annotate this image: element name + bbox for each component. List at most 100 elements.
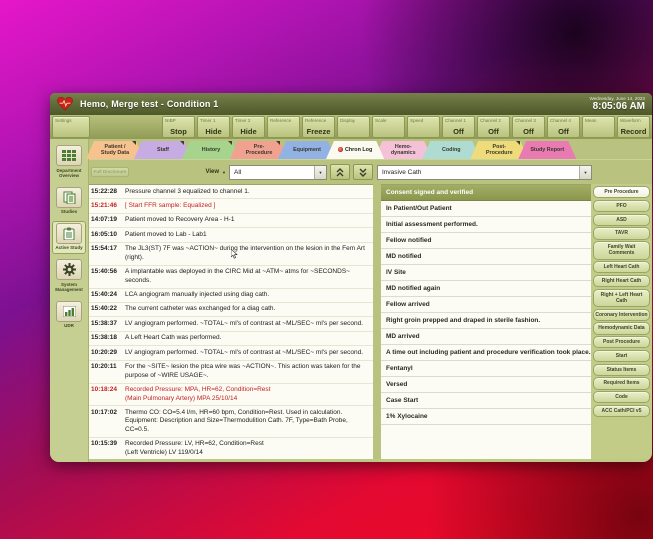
log-entry[interactable]: 15:40:22 The current catheter was exchan… (89, 303, 373, 318)
toolbar-button-timer-2[interactable]: Timer 2 Hide (232, 116, 265, 138)
category-button-pfo[interactable]: PFO (593, 199, 650, 212)
sidebar-item-department-overview[interactable]: Department Overview (52, 143, 86, 182)
full-disclosure-button[interactable]: Full Disclosure (91, 167, 129, 177)
tab-equipment[interactable]: Equipment (278, 141, 336, 159)
quick-entry-fentanyl[interactable]: Fentanyl (381, 361, 591, 377)
gear-icon (56, 259, 82, 280)
log-entry[interactable]: 15:38:37 LV angiogram performed. ~TOTAL~… (89, 317, 373, 332)
tab-study-report[interactable]: Study Report (518, 141, 576, 159)
log-entry[interactable]: 16:05:10 Patient moved to Lab - Lab1 (89, 228, 373, 243)
toolbar-button-reference[interactable]: Reference (267, 116, 300, 138)
collapse-all-button[interactable] (330, 164, 350, 180)
toolbar-button-nibp[interactable]: NIBP Stop (162, 116, 195, 138)
quick-entry-md-notified-again[interactable]: MD notified again (381, 281, 591, 297)
view-filter-select[interactable]: All ▼ (229, 164, 327, 180)
quick-entry-case-start[interactable]: Case Start (381, 393, 591, 409)
category-button-left-heart-cath[interactable]: Left Heart Cath (593, 261, 650, 274)
quick-entry-md-notified[interactable]: MD notified (381, 249, 591, 265)
log-controls-row: Full Disclosure View ▼ All ▼ (89, 159, 652, 184)
category-button-asd[interactable]: ASD (593, 213, 650, 226)
quick-entry-1-xylocaine[interactable]: 1% Xylocaine (381, 409, 591, 425)
toolbar-button-display[interactable]: Display (337, 116, 370, 138)
category-button-right-left-heart-cath[interactable]: Right + Left Heart Cath (593, 288, 650, 307)
toolbar-button-channel-4[interactable]: Channel 4 Off (547, 116, 580, 138)
tab-coding[interactable]: Coding (422, 141, 480, 159)
toolbar-button-channel-2[interactable]: Channel 2 Off (477, 116, 510, 138)
sidebar-item-system-management[interactable]: System Management (52, 257, 86, 296)
expand-all-button[interactable] (353, 164, 373, 180)
chevron-double-down-icon (359, 168, 367, 177)
view-label: View (205, 169, 220, 175)
tab-post[interactable]: Post- Procedure (470, 141, 528, 159)
category-button-start[interactable]: Start (593, 349, 650, 362)
quick-entry-iv-site[interactable]: IV Site (381, 265, 591, 281)
category-button-post-procedure[interactable]: Post Procedure (593, 336, 650, 349)
toolbar-button-speed[interactable]: Speed (407, 116, 440, 138)
log-entry[interactable]: 15:38:18 A Left Heart Cath was performed… (89, 332, 373, 347)
log-entry-time: 14:07:19 (91, 216, 118, 224)
category-button-code[interactable]: Code (593, 391, 650, 404)
quick-entry-md-arrived[interactable]: MD arrived (381, 329, 591, 345)
quick-entry-a-time-out-including-patient-and-procedure-verification-took-place[interactable]: A time out including patient and procedu… (381, 345, 591, 361)
quick-list-select[interactable]: Invasive Cath ▼ (377, 164, 592, 180)
clock: Wednesday, June 14, 2023 8:05:06 AM (589, 96, 645, 112)
log-entry[interactable]: 15:22:28 Pressure channel 3 equalized to… (89, 185, 373, 200)
tab-staff[interactable]: Staff (134, 141, 192, 159)
sidebar-item-udr[interactable]: UDR (52, 299, 86, 332)
log-entry[interactable]: 14:07:19 Patient moved to Recovery Area … (89, 214, 373, 229)
log-entry[interactable]: 10:15:39 Recorded Pressure: LV, HR=62, C… (89, 438, 373, 459)
toolbar-button-mean[interactable]: Mean (582, 116, 615, 138)
quick-entry-in-patient-out-patient[interactable]: In Patient/Out Patient (381, 201, 591, 217)
category-button-coronary-intervention[interactable]: Coronary Intervention (593, 308, 650, 321)
toolbar-button-channel-3[interactable]: Channel 3 Off (512, 116, 545, 138)
log-entry[interactable]: 10:17:02 Thermo CO: CO=5.4 l/m, HR=60 bp… (89, 406, 373, 438)
app-window: Hemo, Merge test - Condition 1 Wednesday… (50, 93, 652, 462)
toolbar-button-waveform[interactable]: Waveform Record (617, 116, 650, 138)
sidebar-item-studies[interactable]: Studies (52, 185, 86, 218)
category-button-hemodynamic-data[interactable]: Hemodynamic Data (593, 322, 650, 335)
log-entry-time: 15:40:24 (91, 291, 118, 298)
quick-entry-consent-signed-and-verified[interactable]: Consent signed and verified (381, 185, 591, 201)
log-entry-time: 15:54:17 (91, 245, 118, 253)
log-entry-time: 10:18:24 (91, 386, 118, 394)
category-button-required-items[interactable]: Required Items (593, 377, 650, 390)
sidebar-item-active-study[interactable]: Active Study (52, 220, 86, 254)
quick-entry-fellow-arrived[interactable]: Fellow arrived (381, 297, 591, 313)
heart-ecg-logo-icon (57, 96, 73, 111)
log-entry-time: 10:20:11 (91, 363, 117, 371)
log-entry[interactable]: 15:54:17 The JL3(ST) 7F was ~ACTION~ dur… (89, 243, 373, 266)
log-entry[interactable]: 10:18:24 Recorded Pressure: MPA, HR=62, … (89, 384, 373, 407)
toolbar-button-timer-1[interactable]: Timer 1 Hide (197, 116, 230, 138)
log-entry[interactable]: 10:20:11 For the ~SITE~ lesion the ptca … (89, 361, 373, 384)
quick-entry-versed[interactable]: Versed (381, 377, 591, 393)
title-bar: Hemo, Merge test - Condition 1 Wednesday… (50, 93, 652, 115)
log-entry[interactable]: 15:21:46 [ Start FFR sample: Equalized ] (89, 199, 373, 214)
toolbar-spacer (92, 116, 160, 138)
log-entry[interactable]: 15:40:24 LCA angiogram manually injected… (89, 289, 373, 303)
log-entry-text: Patient moved to Lab - Lab1 (125, 230, 207, 238)
tab-patient[interactable]: Patient / Study Data (86, 141, 144, 159)
category-button-acc-cath-pci-v5[interactable]: ACC Cath/PCI v5 (593, 404, 650, 417)
toolbar-button-channel-1[interactable]: Channel 1 Off (442, 116, 475, 138)
log-entry[interactable]: 10:20:29 LV angiogram performed. ~TOTAL~… (89, 346, 373, 361)
quick-entry-right-groin-prepped-and-draped-in-sterile-fashion[interactable]: Right groin prepped and draped in steril… (381, 313, 591, 329)
category-button-right-heart-cath[interactable]: Right Heart Cath (593, 274, 650, 287)
category-button-family-wait-comments[interactable]: Family Wait Comments (593, 241, 650, 260)
toolbar-button-scale[interactable]: Scale (372, 116, 405, 138)
settings-button[interactable]: Settings (52, 116, 90, 138)
quick-list-category-buttons: Pre Procedure PFO ASD TAVR (591, 184, 652, 459)
current-time: 8:05:06 AM (592, 101, 645, 113)
category-button-tavr[interactable]: TAVR (593, 227, 650, 240)
log-entry[interactable]: 15:40:56 A implantable was deployed in t… (89, 266, 373, 289)
tab-hemo[interactable]: Hemo- dynamics (374, 141, 432, 159)
caret-down-icon: ▼ (314, 165, 326, 179)
tab-history[interactable]: History (182, 141, 240, 159)
tab-chron-log[interactable]: Chron Log (326, 141, 384, 159)
category-button-status-items[interactable]: Status Items (593, 363, 650, 376)
category-button-pre-procedure[interactable]: Pre Procedure (593, 186, 650, 199)
log-entry-text: LV angiogram performed. ~TOTAL~ ml's of … (125, 319, 364, 327)
quick-entry-initial-assessment-performed[interactable]: Initial assessment performed. (381, 217, 591, 233)
tab-pre[interactable]: Pre- Procedure (230, 141, 288, 159)
toolbar-button-reference[interactable]: Reference Freeze (302, 116, 335, 138)
quick-entry-fellow-notified[interactable]: Fellow notified (381, 233, 591, 249)
